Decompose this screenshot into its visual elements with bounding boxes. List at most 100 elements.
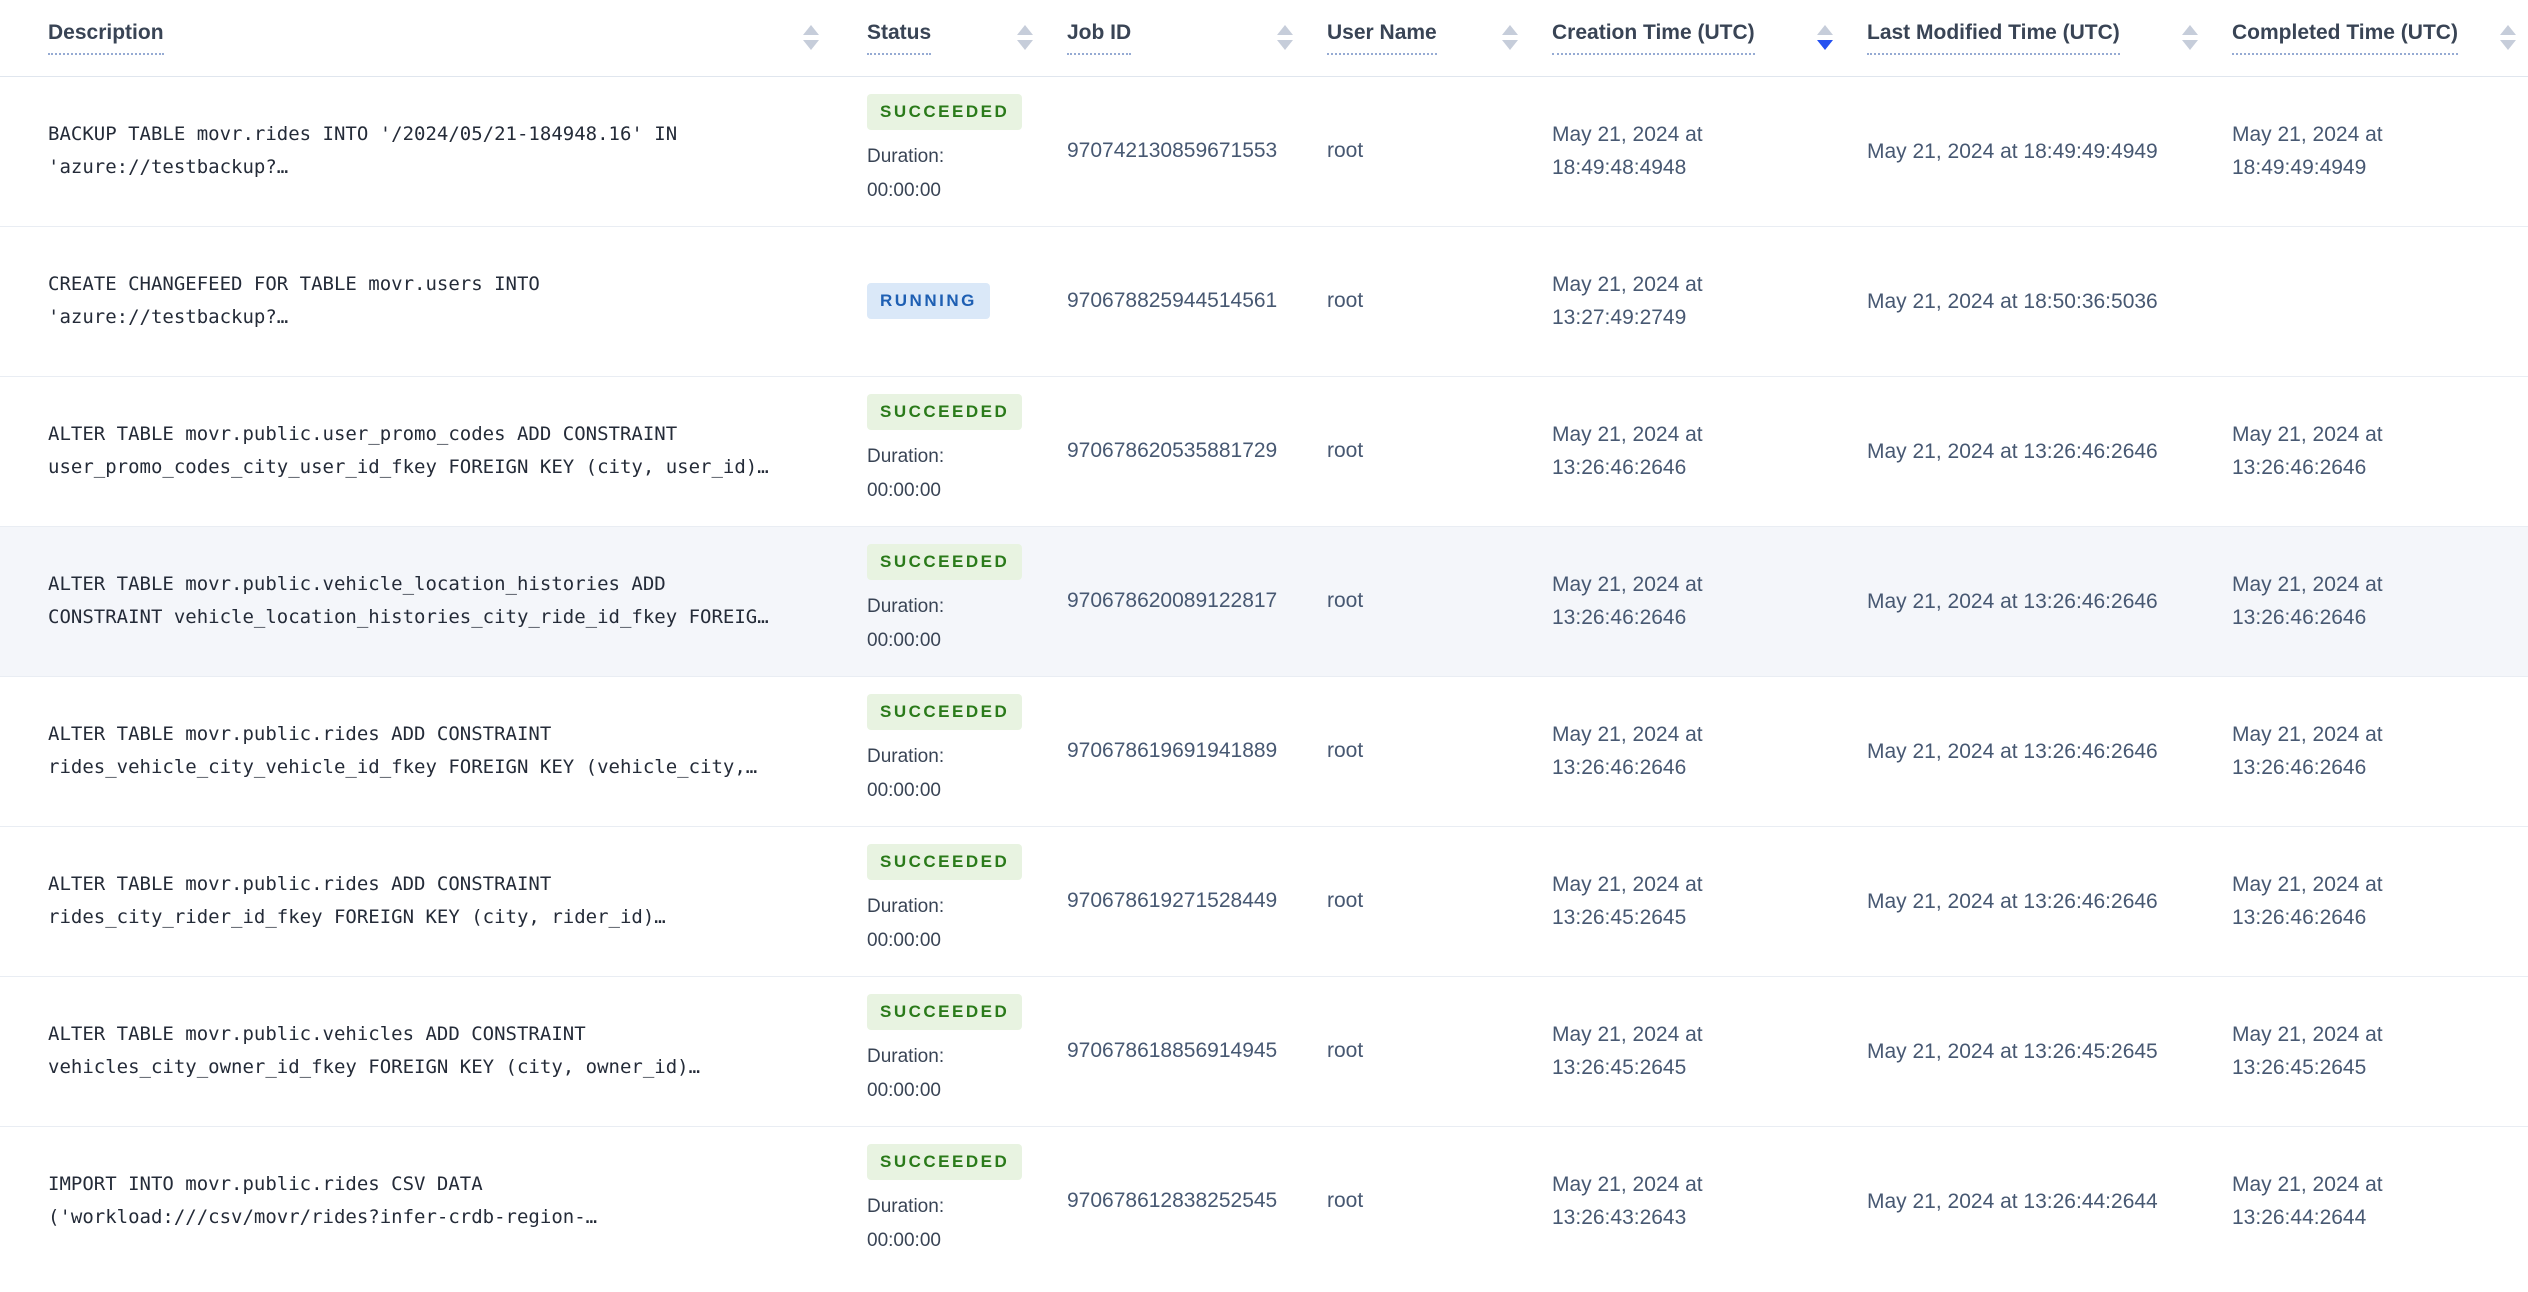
job-duration: Duration: 00:00:00 xyxy=(867,740,1033,808)
completed-time: May 21, 2024 at 13:26:45:2645 xyxy=(2232,1023,2383,1079)
sort-up-icon xyxy=(1817,25,1833,36)
last-modified-time: May 21, 2024 at 13:26:46:2646 xyxy=(1867,439,2158,463)
description-line: BACKUP TABLE movr.rides INTO '/2024/05/2… xyxy=(48,123,678,145)
table-row: ALTER TABLE movr.public.rides ADD CONSTR… xyxy=(0,675,2528,826)
column-header-user-name[interactable]: User Name xyxy=(1305,0,1530,77)
description-line: IMPORT INTO movr.public.rides CSV DATA xyxy=(48,1173,483,1196)
last-modified-time: May 21, 2024 at 18:49:49:4949 xyxy=(1867,139,2158,163)
sort-up-icon xyxy=(2500,25,2516,36)
user-name: root xyxy=(1327,1189,1364,1213)
table-row: ALTER TABLE movr.public.rides ADD CONSTR… xyxy=(0,825,2528,976)
completed-time: May 21, 2024 at 13:26:46:2646 xyxy=(2232,723,2383,779)
description-line: user_promo_codes_city_user_id_fkey FOREI… xyxy=(48,456,769,478)
creation-time: May 21, 2024 at 13:26:45:2645 xyxy=(1552,1023,1703,1079)
status-badge: SUCCEEDED xyxy=(867,544,1023,580)
duration-value: 00:00:00 xyxy=(867,180,941,201)
duration-value: 00:00:00 xyxy=(867,780,941,801)
status-badge: SUCCEEDED xyxy=(867,1144,1023,1181)
sort-down-icon xyxy=(1277,40,1293,51)
job-description-link[interactable]: CREATE CHANGEFEED FOR TABLE movr.users I… xyxy=(48,268,815,334)
column-label-creation-time: Creation Time (UTC) xyxy=(1552,21,1755,55)
description-line: ALTER TABLE movr.public.vehicle_location… xyxy=(48,573,666,595)
sort-down-icon xyxy=(2500,40,2516,51)
duration-value: 00:00:00 xyxy=(867,630,941,651)
description-line: ALTER TABLE movr.public.rides ADD CONSTR… xyxy=(48,873,552,895)
completed-time: May 21, 2024 at 13:26:46:2646 xyxy=(2232,573,2383,629)
sort-icons xyxy=(1502,25,1518,51)
description-line: rides_city_rider_id_fkey FOREIGN KEY (ci… xyxy=(48,906,666,928)
duration-value: 00:00:00 xyxy=(867,1230,941,1252)
column-label-user-name: User Name xyxy=(1327,21,1437,55)
sort-up-icon xyxy=(1502,25,1518,36)
duration-label: Duration: xyxy=(867,896,945,917)
column-label-job-id: Job ID xyxy=(1067,21,1132,55)
creation-time: May 21, 2024 at 13:26:46:2646 xyxy=(1552,723,1703,779)
status-badge: SUCCEEDED xyxy=(867,844,1023,880)
column-header-job-id[interactable]: Job ID xyxy=(1045,0,1305,77)
job-description-link[interactable]: ALTER TABLE movr.public.rides ADD CONSTR… xyxy=(48,868,815,934)
duration-value: 00:00:00 xyxy=(867,1080,941,1101)
table-row: ALTER TABLE movr.public.vehicles ADD CON… xyxy=(0,975,2528,1126)
sort-down-icon xyxy=(1502,40,1518,51)
sort-icons xyxy=(2182,25,2198,51)
last-modified-time: May 21, 2024 at 13:26:46:2646 xyxy=(1867,889,2158,913)
job-description-link[interactable]: BACKUP TABLE movr.rides INTO '/2024/05/2… xyxy=(48,118,815,184)
last-modified-time: May 21, 2024 at 13:26:46:2646 xyxy=(1867,739,2158,763)
description-line: ALTER TABLE movr.public.vehicles ADD CON… xyxy=(48,1023,586,1045)
table-row: IMPORT INTO movr.public.rides CSV DATA (… xyxy=(0,1125,2528,1276)
duration-value: 00:00:00 xyxy=(867,930,941,951)
completed-time: May 21, 2024 at 13:26:46:2646 xyxy=(2232,873,2383,929)
job-id: 970678612838252545 xyxy=(1067,1189,1278,1213)
description-line: ('workload:///csv/movr/rides?infer-crdb-… xyxy=(48,1206,598,1229)
job-id: 970678620535881729 xyxy=(1067,439,1278,462)
job-description-link[interactable]: IMPORT INTO movr.public.rides CSV DATA (… xyxy=(48,1168,815,1234)
last-modified-time: May 21, 2024 at 18:50:36:5036 xyxy=(1867,289,2158,313)
job-id: 970742130859671553 xyxy=(1067,139,1278,162)
status-badge: SUCCEEDED xyxy=(867,994,1023,1030)
column-header-status[interactable]: Status xyxy=(845,0,1045,77)
user-name: root xyxy=(1327,739,1364,762)
description-line: ALTER TABLE movr.public.user_promo_codes… xyxy=(48,423,678,445)
column-label-status: Status xyxy=(867,21,932,55)
column-header-last-modified-time[interactable]: Last Modified Time (UTC) xyxy=(1845,0,2210,77)
job-description-link[interactable]: ALTER TABLE movr.public.user_promo_codes… xyxy=(48,418,815,484)
sort-down-icon xyxy=(1017,40,1033,51)
user-name: root xyxy=(1327,289,1364,312)
sort-icons xyxy=(803,25,819,51)
table-header: Description Status Job ID User Name xyxy=(0,0,2528,77)
description-line: CREATE CHANGEFEED FOR TABLE movr.users I… xyxy=(48,273,540,295)
status-badge: SUCCEEDED xyxy=(867,394,1023,430)
column-header-completed-time[interactable]: Completed Time (UTC) xyxy=(2210,0,2528,77)
description-line: 'azure://testbackup?… xyxy=(48,156,289,178)
job-id: 970678620089122817 xyxy=(1067,589,1278,612)
sort-icons-active-desc xyxy=(1817,25,1833,51)
job-description-link[interactable]: ALTER TABLE movr.public.rides ADD CONSTR… xyxy=(48,718,815,784)
last-modified-time: May 21, 2024 at 13:26:46:2646 xyxy=(1867,589,2158,613)
table-row-highlighted: ALTER TABLE movr.public.vehicle_location… xyxy=(0,525,2528,676)
description-line: ALTER TABLE movr.public.rides ADD CONSTR… xyxy=(48,723,552,745)
last-modified-time: May 21, 2024 at 13:26:45:2645 xyxy=(1867,1039,2158,1063)
job-id: 970678618856914945 xyxy=(1067,1039,1278,1062)
column-header-creation-time[interactable]: Creation Time (UTC) xyxy=(1530,0,1845,77)
job-id: 970678619271528449 xyxy=(1067,889,1278,912)
duration-label: Duration: xyxy=(867,596,945,617)
completed-time: May 21, 2024 at 13:26:46:2646 xyxy=(2232,423,2383,479)
sort-up-icon xyxy=(803,25,819,36)
duration-label: Duration: xyxy=(867,446,945,467)
last-modified-time: May 21, 2024 at 13:26:44:2644 xyxy=(1867,1189,2158,1213)
job-description-link[interactable]: ALTER TABLE movr.public.vehicle_location… xyxy=(48,568,815,634)
job-duration: Duration: 00:00:00 xyxy=(867,1040,1033,1108)
sort-icons xyxy=(1277,25,1293,51)
sort-up-icon xyxy=(1277,25,1293,36)
column-label-description: Description xyxy=(48,21,164,55)
table-row: ALTER TABLE movr.public.user_promo_codes… xyxy=(0,375,2528,526)
sort-up-icon xyxy=(2182,25,2198,36)
column-header-description[interactable]: Description xyxy=(0,0,845,77)
creation-time: May 21, 2024 at 18:49:48:4948 xyxy=(1552,123,1703,179)
duration-label: Duration: xyxy=(867,1196,945,1218)
creation-time: May 21, 2024 at 13:26:46:2646 xyxy=(1552,573,1703,629)
job-duration: Duration: 00:00:00 xyxy=(867,590,1033,658)
user-name: root xyxy=(1327,139,1364,162)
job-description-link[interactable]: ALTER TABLE movr.public.vehicles ADD CON… xyxy=(48,1018,815,1084)
